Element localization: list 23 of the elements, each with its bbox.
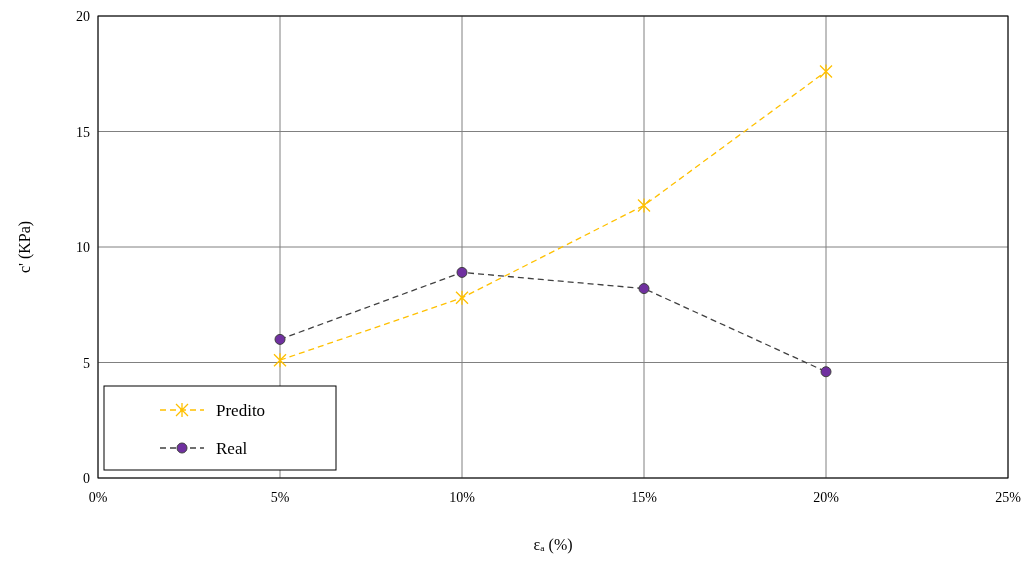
point xyxy=(456,266,468,278)
y-tick-label: 5 xyxy=(83,355,90,371)
y-tick-label: 0 xyxy=(83,471,90,486)
x-tick-label: 0% xyxy=(88,490,108,505)
legend-label: Real xyxy=(216,439,248,458)
x-tick-label: 20% xyxy=(813,490,840,505)
x-tick-label: 5% xyxy=(270,490,290,505)
y-axis-title: c' (KPa) xyxy=(16,220,34,274)
point xyxy=(637,197,651,214)
x-tick-label: 25% xyxy=(995,490,1022,505)
point xyxy=(819,63,833,80)
legend-label: Predito xyxy=(216,401,266,420)
point xyxy=(820,366,832,378)
point xyxy=(455,290,469,306)
point xyxy=(274,333,286,345)
point xyxy=(638,283,650,295)
y-tick-label: 10 xyxy=(76,240,90,255)
x-tick-label: 15% xyxy=(631,490,658,505)
point xyxy=(273,352,287,368)
x-tick-label: 10% xyxy=(449,490,476,505)
x-axis-title: εₐ (%) xyxy=(533,536,573,554)
y-tick-label: 20 xyxy=(76,9,90,24)
y-tick-label: 15 xyxy=(76,124,90,140)
